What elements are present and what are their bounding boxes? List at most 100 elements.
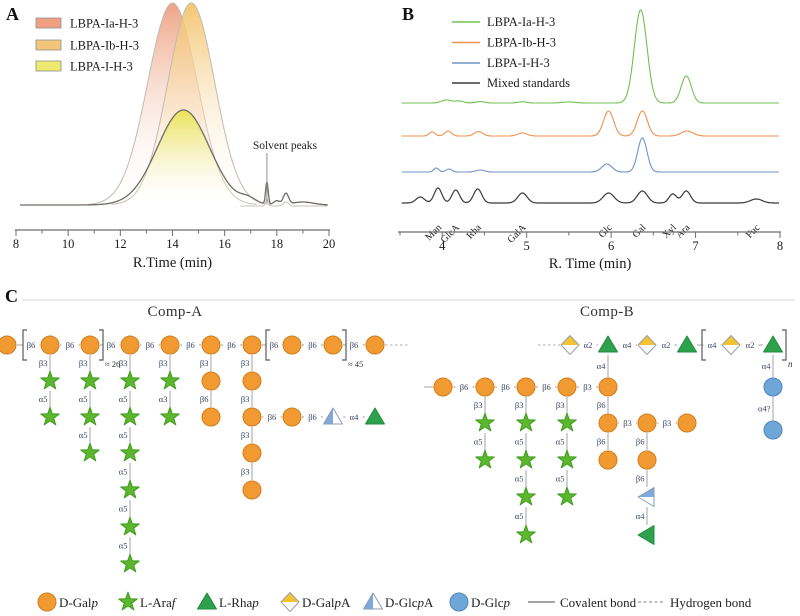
d-galp-node xyxy=(242,371,262,391)
link-label-bg xyxy=(618,340,636,350)
x-tick-label: 6 xyxy=(608,239,614,253)
l-araf-node xyxy=(160,406,180,426)
d-galp-node xyxy=(677,413,697,433)
l-araf-node xyxy=(40,406,60,426)
link-label-bg xyxy=(304,412,321,422)
d-glcpa-node-outline xyxy=(363,592,383,610)
repeat-count: ≈ 45 xyxy=(348,359,363,369)
link-label-bg xyxy=(182,340,199,350)
d-galpa-node-half xyxy=(638,335,656,345)
l-araf-node xyxy=(120,370,140,390)
link-label-bg xyxy=(102,340,120,350)
l-rhap-node xyxy=(197,592,217,610)
d-galp-node xyxy=(201,371,221,391)
linkage-label: β6 xyxy=(270,340,279,350)
linkage-label: β6 xyxy=(597,437,606,447)
link-label-bg xyxy=(304,340,321,350)
l-araf-node xyxy=(160,370,180,390)
d-galp-node xyxy=(637,413,657,433)
d-galp-node xyxy=(242,443,262,463)
linkage-label: β3 xyxy=(39,358,48,368)
x-tick-label: 18 xyxy=(271,237,284,251)
d-galp-node xyxy=(598,377,618,397)
link-label-bg xyxy=(141,340,159,350)
l-rhap-node xyxy=(598,335,618,353)
d-galp-node xyxy=(160,335,180,355)
panel-c-label: C xyxy=(5,286,18,306)
l-araf-node xyxy=(557,412,577,432)
legend-label: Covalent bond xyxy=(560,595,637,610)
d-galp-node xyxy=(37,592,57,612)
d-galp-node xyxy=(242,480,262,500)
peak-fill-LBPA-Ib-H-3 xyxy=(111,3,272,205)
linkage-label: β3 xyxy=(241,394,250,404)
legend-label: L-Araf xyxy=(140,595,178,610)
d-galp-node xyxy=(637,450,657,470)
link-label-bg xyxy=(619,418,636,428)
linkage-label: α5 xyxy=(119,504,128,514)
linkage-label: β3 xyxy=(159,358,168,368)
panel-a-label: A xyxy=(6,4,19,24)
linkage-label: β3 xyxy=(241,358,250,368)
panel-a: Solvent peaks LBPA-Ia-H-3 LBPA-Ib-H-3 LBPA-… xyxy=(13,2,336,271)
repeat-bracket-open xyxy=(701,329,706,361)
d-galp-node xyxy=(0,335,17,355)
dark-trace xyxy=(19,109,328,206)
l-araf-node xyxy=(516,524,536,544)
link-label-bg xyxy=(265,340,283,350)
linkage-label: α4 xyxy=(636,511,645,521)
linkage-label: β3 xyxy=(474,400,483,410)
legend-label: LBPA-I-H-3 xyxy=(70,60,133,74)
x-tick-label: 4 xyxy=(439,239,446,253)
linkage-label: β3 xyxy=(241,467,250,477)
d-galp-node xyxy=(557,377,577,397)
x-tick-label: 20 xyxy=(323,237,336,251)
d-galp-node xyxy=(365,335,385,355)
link-label-bg xyxy=(61,340,79,350)
comp-a-title: Comp-A xyxy=(147,304,203,320)
l-araf-node xyxy=(120,553,140,573)
link-label-bg xyxy=(455,382,473,392)
d-galp-node xyxy=(80,335,100,355)
x-axis-title: R. Time (min) xyxy=(549,256,632,272)
linkage-label: β6 xyxy=(308,412,317,422)
x-tick-label: 10 xyxy=(62,237,75,251)
peak-label-Glc: Glc xyxy=(597,222,615,240)
linkage-label: β6 xyxy=(66,340,75,350)
linkage-label: α3 xyxy=(159,394,168,404)
linkage-label: β6 xyxy=(597,400,606,410)
linkage-label: β6 xyxy=(146,340,155,350)
l-araf-node xyxy=(80,370,100,390)
d-galp-node xyxy=(282,407,302,427)
d-galp-node xyxy=(201,335,221,355)
linkage-label: β3 xyxy=(200,358,209,368)
legend-label: Mixed standards xyxy=(487,76,570,90)
legend-label: Hydrogen bond xyxy=(670,595,752,610)
linkage-label: α4 xyxy=(762,361,771,371)
d-galp-node xyxy=(433,377,453,397)
linkage-label: β6 xyxy=(27,340,36,350)
linkage-label: β3 xyxy=(663,418,672,428)
linkage-label: α5 xyxy=(515,511,524,521)
d-galp-node xyxy=(120,335,140,355)
link-label-bg xyxy=(579,340,597,350)
peak-label-Gal: Gal xyxy=(630,222,648,240)
repeat-bracket-close xyxy=(99,329,104,361)
d-galpa-node-half xyxy=(722,335,740,345)
legend-label: LBPA-I-H-3 xyxy=(487,56,550,70)
d-galp-node xyxy=(323,335,343,355)
l-araf-node xyxy=(516,486,536,506)
d-glcp-node xyxy=(449,592,469,612)
x-tick-label: 5 xyxy=(524,239,530,253)
linkage-label: α4 xyxy=(708,340,717,350)
l-araf-node xyxy=(120,479,140,499)
l-araf-node xyxy=(557,486,577,506)
linkage-label: β6 xyxy=(350,340,359,350)
linkage-label: α5 xyxy=(79,430,88,440)
repeat-count: ≈ 26 xyxy=(105,359,120,369)
legend-swatch xyxy=(35,39,62,51)
legend-label: LBPA-Ia-H-3 xyxy=(487,15,555,29)
x-tick-label: 14 xyxy=(166,237,179,251)
trace-LBPA-Ia-H-3 xyxy=(401,9,779,104)
